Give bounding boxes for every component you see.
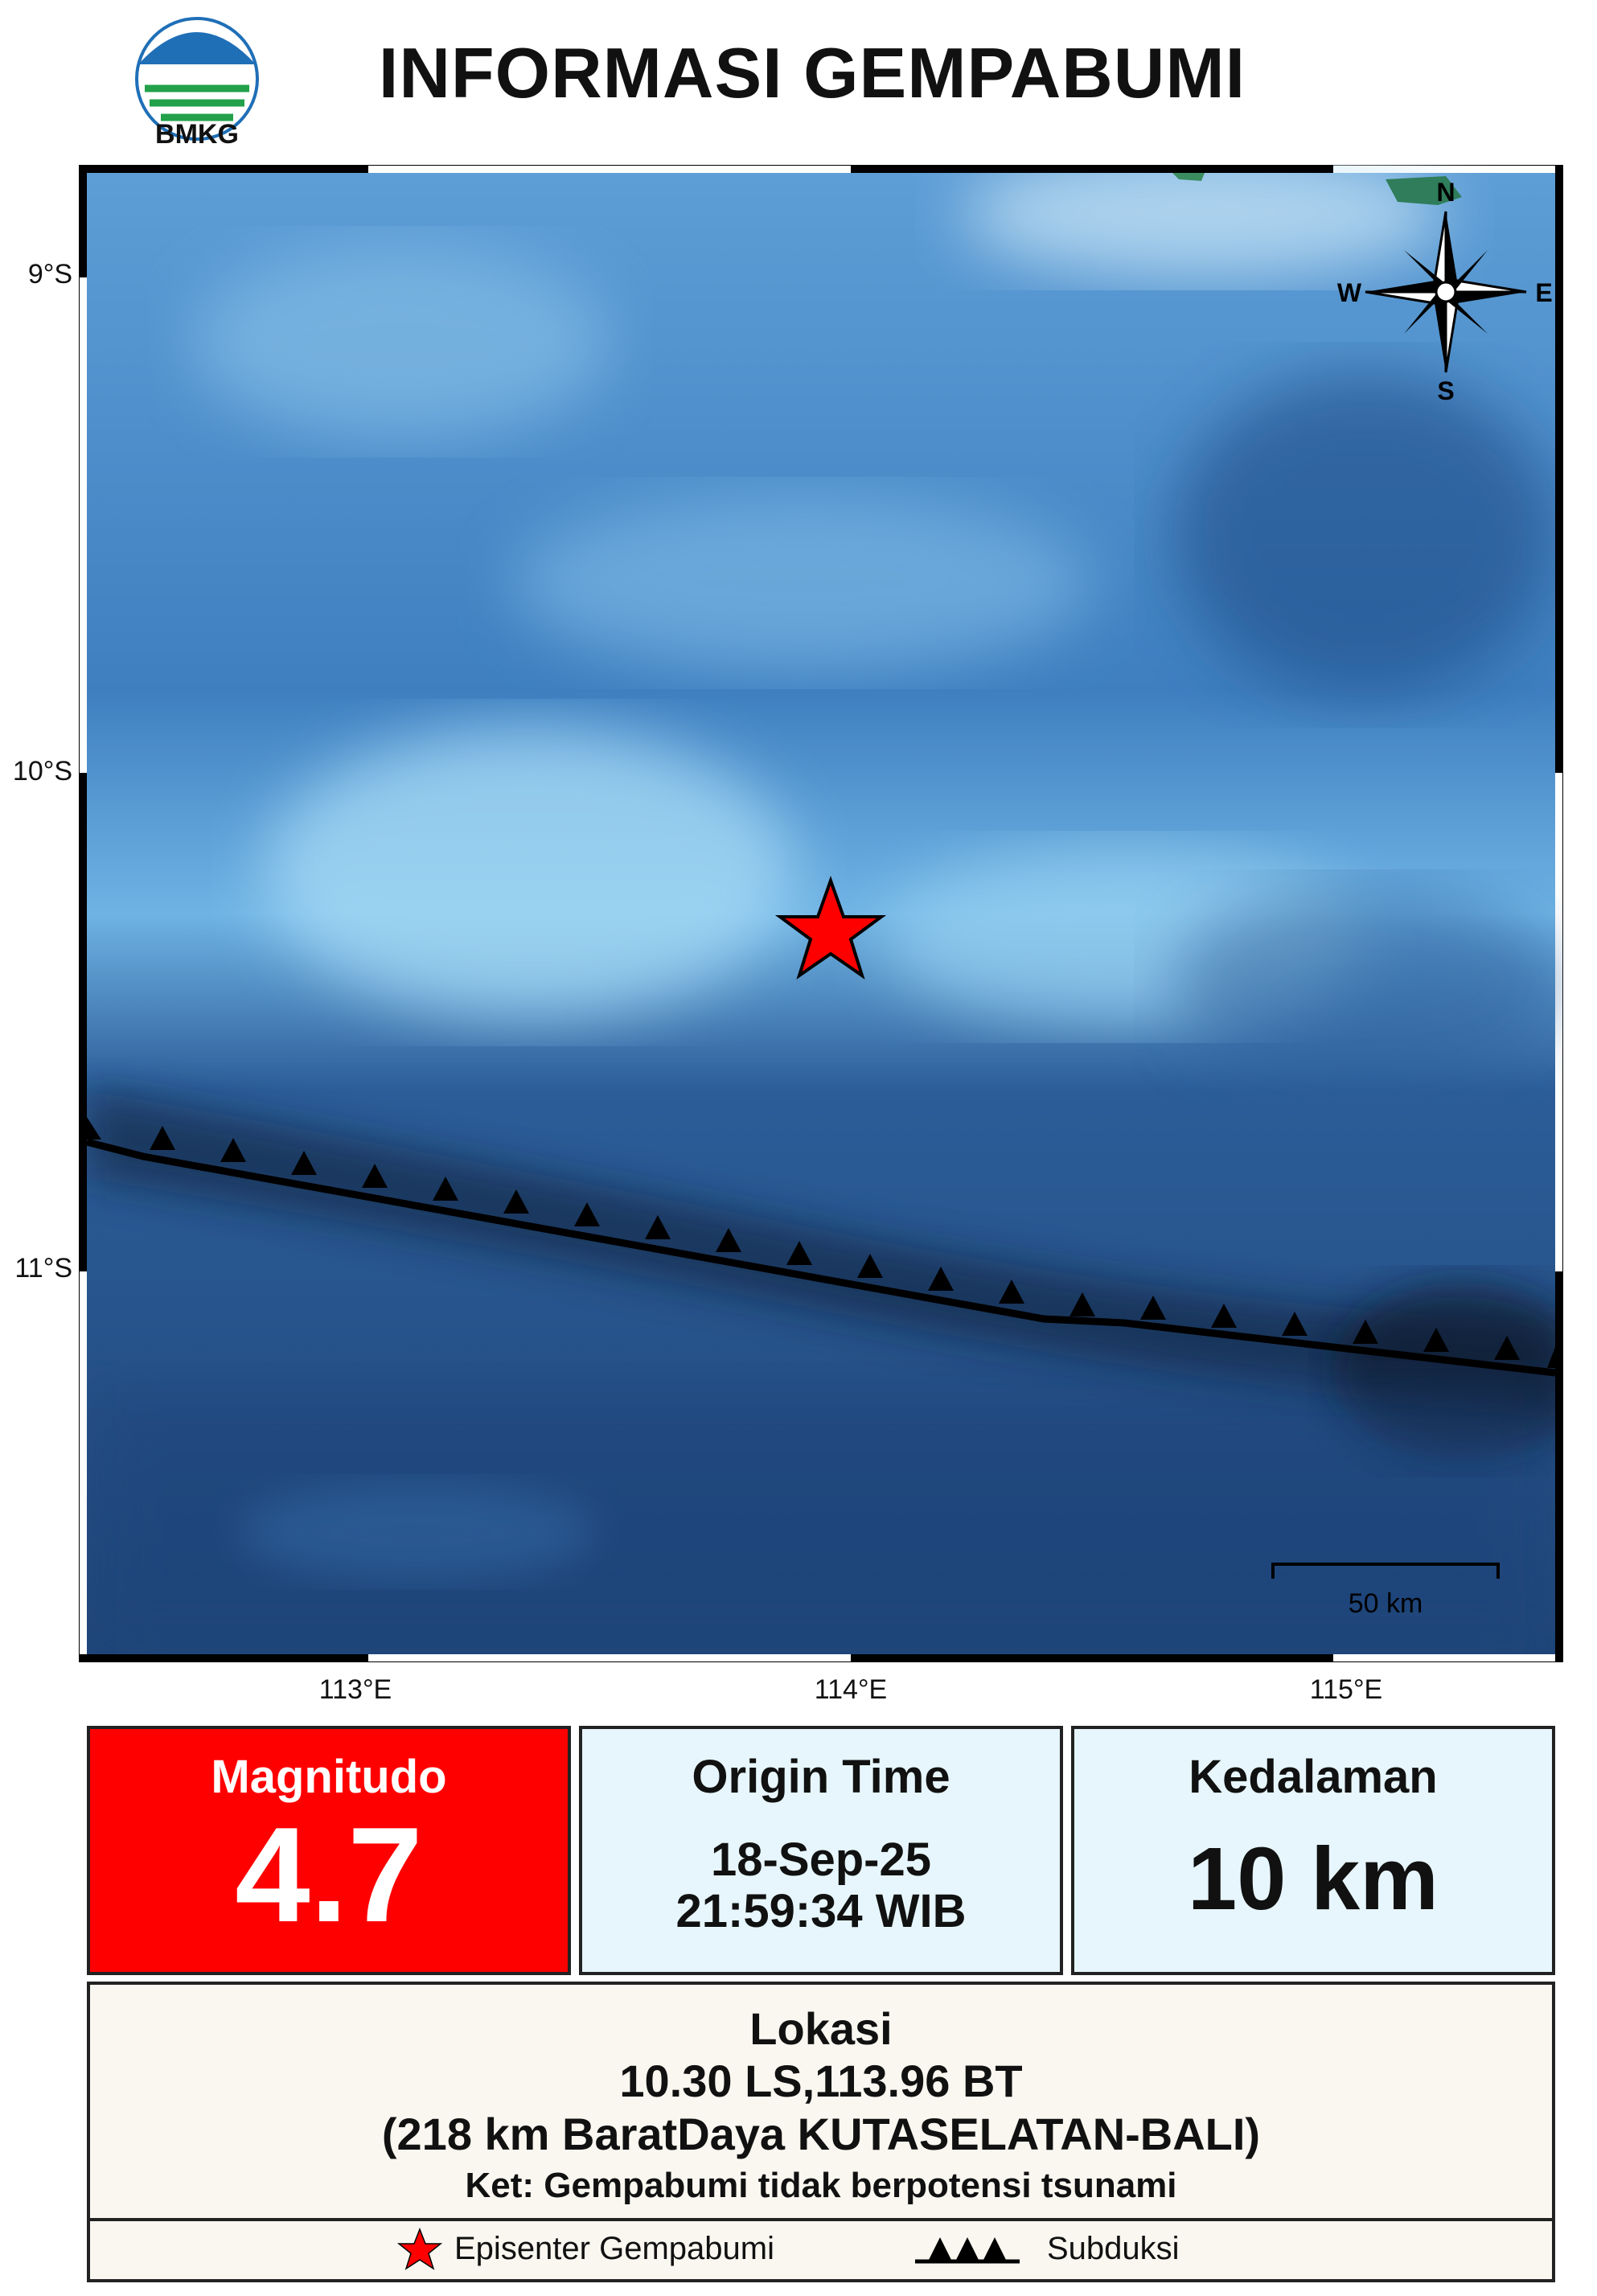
lon-label-115e: 115°E	[1309, 1674, 1383, 1705]
magnitude-value: 4.7	[235, 1799, 423, 1950]
subduction-line	[85, 1138, 1556, 1377]
origin-date: 18-Sep-25	[710, 1834, 932, 1886]
subduction-teeth	[87, 1117, 1555, 1368]
depth-value: 10 km	[1188, 1830, 1439, 1928]
location-coordinates: 10.30 LS,113.96 BT	[619, 2056, 1023, 2106]
compass-s: S	[1437, 376, 1454, 405]
origin-clock: 21:59:34 WIB	[675, 1885, 967, 1937]
scale-label: 50 km	[1349, 1588, 1423, 1619]
lat-label-11s: 11°S	[14, 1253, 72, 1284]
depth-panel: Kedalaman 10 km	[1071, 1726, 1555, 1975]
origin-time-panel: Origin Time 18-Sep-25 21:59:34 WIB	[579, 1726, 1063, 1975]
lon-label-113e: 113°E	[318, 1674, 392, 1705]
legend-panel	[87, 2218, 1555, 2282]
compass-e: E	[1535, 278, 1552, 307]
legend-epicenter-label: Episenter Gempabumi	[454, 2231, 774, 2266]
bmkg-logo	[135, 17, 259, 141]
scale-bar	[1271, 1563, 1500, 1579]
compass-rose-icon	[1365, 211, 1527, 373]
location-panel: Lokasi 10.30 LS,113.96 BT (218 km BaratD…	[87, 1982, 1555, 2221]
origin-time-label: Origin Time	[692, 1751, 950, 1803]
bathymetry-map: N S E W 50 km	[79, 165, 1563, 1662]
lat-label-9s: 9°S	[27, 259, 72, 290]
page-title: INFORMASI GEMPABUMI	[378, 33, 1246, 113]
compass-w: W	[1337, 278, 1362, 307]
depth-label: Kedalaman	[1189, 1751, 1438, 1803]
logo-text: BMKG	[155, 119, 239, 150]
legend-star-icon	[397, 2228, 442, 2270]
magnitude-label: Magnitudo	[211, 1751, 447, 1803]
magnitude-panel: Magnitudo 4.7	[87, 1726, 571, 1975]
location-description: (218 km BaratDaya KUTASELATAN-BALI)	[381, 2109, 1261, 2159]
legend-subduction-icon	[915, 2237, 1020, 2264]
lon-label-114e: 114°E	[814, 1674, 888, 1705]
epicenter-star-icon	[774, 876, 887, 980]
tsunami-note: Ket: Gempabumi tidak berpotensi tsunami	[465, 2166, 1177, 2205]
compass-n: N	[1436, 178, 1455, 207]
legend-subduction-label: Subduksi	[1047, 2231, 1180, 2266]
map-panel: N S E W 50 km	[79, 165, 1563, 1662]
location-label: Lokasi	[749, 2003, 893, 2054]
lat-label-10s: 10°S	[12, 756, 72, 787]
